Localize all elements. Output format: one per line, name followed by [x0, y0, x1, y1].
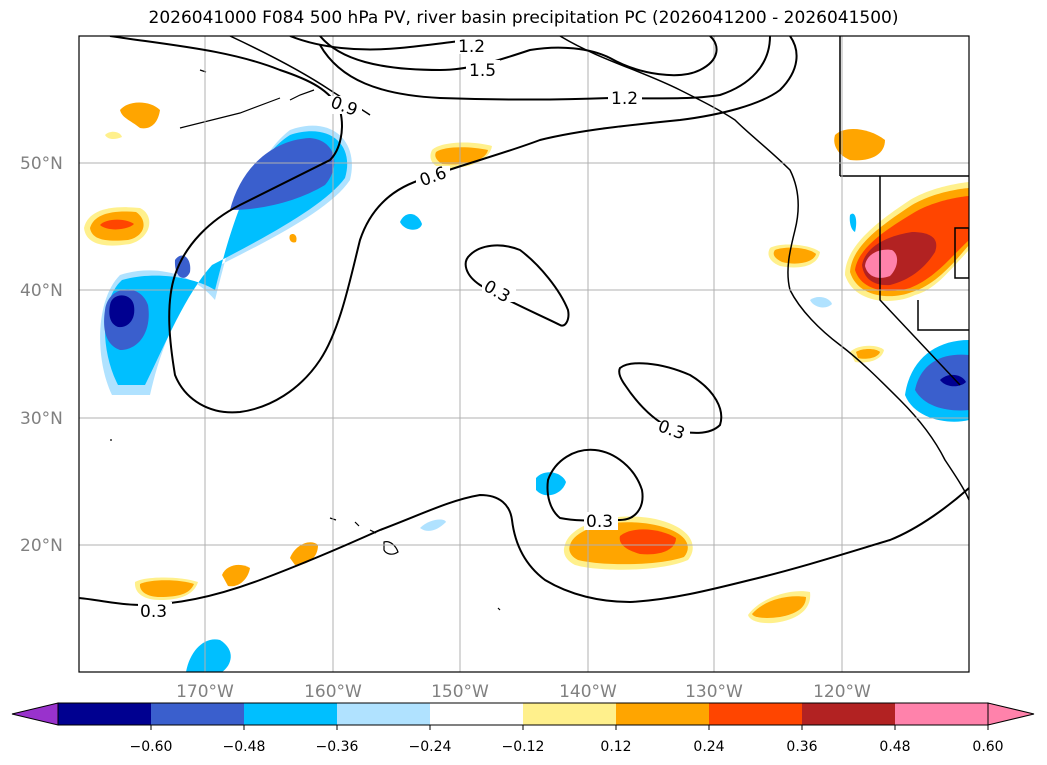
lon-label: 130°W	[685, 682, 743, 702]
pv-contour-1.2-north	[289, 36, 471, 51]
map-frame	[78, 35, 970, 673]
lon-label: 170°W	[176, 682, 234, 702]
colorbar-segment	[430, 703, 524, 725]
colorbar-segment	[244, 703, 338, 725]
gridlines	[79, 36, 969, 672]
lat-label: 40°N	[20, 281, 63, 301]
colorbar-tick-label: −0.24	[409, 739, 452, 755]
colorbar-tick-label: −0.36	[316, 739, 359, 755]
pv-contour-0.3-small	[464, 244, 570, 327]
contour-label: 0.3	[586, 512, 613, 532]
longitude-labels: 170°W 160°W 150°W 140°W 130°W 120°W	[176, 682, 871, 702]
colorbar-segment	[895, 703, 989, 725]
neg-blob-extreme	[109, 295, 135, 328]
pv-contour-0.3-loop	[546, 448, 644, 522]
colorbar-tick-label: −0.60	[130, 739, 173, 755]
colorbar-tick-label: −0.48	[223, 739, 266, 755]
lon-label: 150°W	[431, 682, 489, 702]
colorbar-tick-label: 0.60	[972, 739, 1003, 755]
pv-contour-1.5	[319, 36, 718, 77]
latitude-labels: 50°N 40°N 30°N 20°N	[20, 154, 63, 556]
lon-label: 160°W	[304, 682, 362, 702]
colorbar-tick-label: −0.12	[502, 739, 545, 755]
contour-label: 1.5	[469, 61, 496, 81]
colorbar-segment	[802, 703, 896, 725]
colorbar-segments	[58, 703, 989, 725]
colorbar-segment	[523, 703, 617, 725]
lon-label: 140°W	[559, 682, 617, 702]
colorbar-segment	[337, 703, 431, 725]
colorbar-segment	[58, 703, 152, 725]
colorbar-ticks: −0.60 −0.48 −0.36 −0.24 −0.12 0.12 0.24 0.36 0.4…	[130, 725, 1004, 755]
colorbar-segment	[709, 703, 803, 725]
colorbar-min-extend	[11, 702, 59, 726]
colorbar-tick-label: 0.24	[693, 739, 724, 755]
lat-label: 20°N	[20, 536, 63, 556]
colorbar-segment	[151, 703, 245, 725]
contour-label: 0.3	[140, 602, 167, 622]
colorbar-tick-label: 0.36	[786, 739, 817, 755]
colorbar-tick-label: 0.12	[600, 739, 631, 755]
colorbar-tick-label: 0.48	[879, 739, 910, 755]
colorbar: −0.60 −0.48 −0.36 −0.24 −0.12 0.12 0.24 0.36 0.4…	[11, 702, 1035, 755]
colorbar-max-extend	[987, 702, 1035, 726]
neg-band-strong	[230, 138, 335, 210]
lat-label: 50°N	[20, 154, 63, 174]
neg-blob-small	[174, 255, 191, 278]
pv-contour-1.2	[319, 36, 771, 101]
lon-label: 120°W	[813, 682, 871, 702]
map-background	[79, 36, 969, 672]
map-title: 2026041000 F084 500 hPa PV, river basin …	[148, 8, 899, 28]
pv-contour-0.9	[109, 36, 798, 414]
contour-label: 1.2	[611, 89, 638, 109]
colorbar-segment	[616, 703, 710, 725]
pv-contours	[79, 36, 969, 607]
pv-contour-0.3-middle	[618, 362, 723, 434]
pv-contour-0.3-south	[79, 487, 969, 607]
contour-label: 1.2	[458, 37, 485, 57]
lat-label: 30°N	[20, 409, 63, 429]
